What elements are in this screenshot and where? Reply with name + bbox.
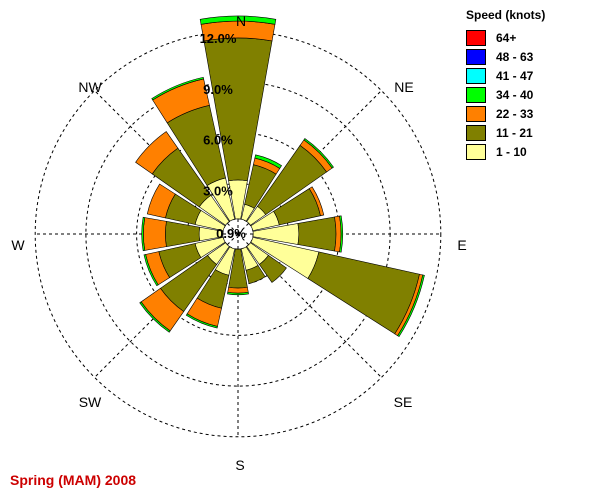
grid-spoke xyxy=(237,90,382,235)
petal-segment xyxy=(245,264,266,284)
legend: Speed (knots) 64+ 48 - 63 41 - 47 34 - 4… xyxy=(466,8,596,161)
legend-swatch xyxy=(466,124,486,141)
ring-label: 6.0% xyxy=(203,133,233,148)
legend-entry: 34 - 40 xyxy=(466,85,596,104)
petal-segment xyxy=(308,186,325,217)
grid-spoke xyxy=(94,233,239,378)
petal-segment xyxy=(141,216,146,252)
petal-segment xyxy=(143,217,167,251)
petal-segment xyxy=(135,131,179,175)
petal-segment xyxy=(151,76,204,101)
ring-label: 12.0% xyxy=(200,31,237,46)
legend-label: 1 - 10 xyxy=(496,144,527,159)
petal-segment xyxy=(254,154,283,169)
petal-segment xyxy=(227,291,249,296)
rose-petals xyxy=(135,15,425,338)
legend-entry: 41 - 47 xyxy=(466,66,596,85)
petal-segment xyxy=(199,15,277,25)
legend-entry: 64+ xyxy=(466,28,596,47)
legend-swatch xyxy=(466,67,486,84)
legend-entry: 22 - 33 xyxy=(466,104,596,123)
direction-label-e: E xyxy=(457,237,466,253)
ring-labels: 0.9% 3.0% 6.0% 9.0% 12.0% xyxy=(200,31,247,241)
legend-swatch xyxy=(466,143,486,160)
petal-segment xyxy=(297,216,337,252)
direction-label-s: S xyxy=(235,457,244,473)
ring-label: 9.0% xyxy=(203,82,233,97)
petal-segment xyxy=(303,138,334,169)
petal-segment xyxy=(165,221,201,247)
chart-title: Spring (MAM) 2008 xyxy=(10,472,137,488)
grid-spoke xyxy=(94,90,239,235)
legend-entry: 11 - 21 xyxy=(466,123,596,142)
ring-label: 3.0% xyxy=(203,183,233,198)
petal-segment xyxy=(143,254,159,287)
direction-label-w: W xyxy=(11,237,25,253)
ring-label: 0.9% xyxy=(216,226,246,241)
petal-segment xyxy=(146,183,176,219)
legend-label: 64+ xyxy=(496,30,517,45)
legend-label: 48 - 63 xyxy=(496,49,534,64)
direction-label-ne: NE xyxy=(394,79,413,95)
grid-spoke xyxy=(237,233,382,378)
petal-segment xyxy=(227,286,249,294)
legend-swatch xyxy=(466,29,486,46)
legend-label: 34 - 40 xyxy=(496,87,534,102)
legend-label: 11 - 21 xyxy=(496,125,533,140)
direction-label-n: N xyxy=(236,13,246,29)
petal-segment xyxy=(258,254,287,283)
petal-segment xyxy=(185,313,218,329)
legend-swatch xyxy=(466,105,486,122)
legend-swatch xyxy=(466,48,486,65)
petal-segment xyxy=(397,274,425,338)
legend-label: 22 - 33 xyxy=(496,106,534,121)
direction-label-nw: NW xyxy=(78,79,102,95)
petal-segment xyxy=(339,215,344,253)
legend-entry: 48 - 63 xyxy=(466,47,596,66)
direction-label-se: SE xyxy=(394,394,413,410)
legend-entry: 1 - 10 xyxy=(466,142,596,161)
direction-label-sw: SW xyxy=(79,394,102,410)
legend-title: Speed (knots) xyxy=(466,8,546,22)
legend-label: 41 - 47 xyxy=(496,68,534,83)
petal-segment xyxy=(139,301,171,333)
legend-swatch xyxy=(466,86,486,103)
